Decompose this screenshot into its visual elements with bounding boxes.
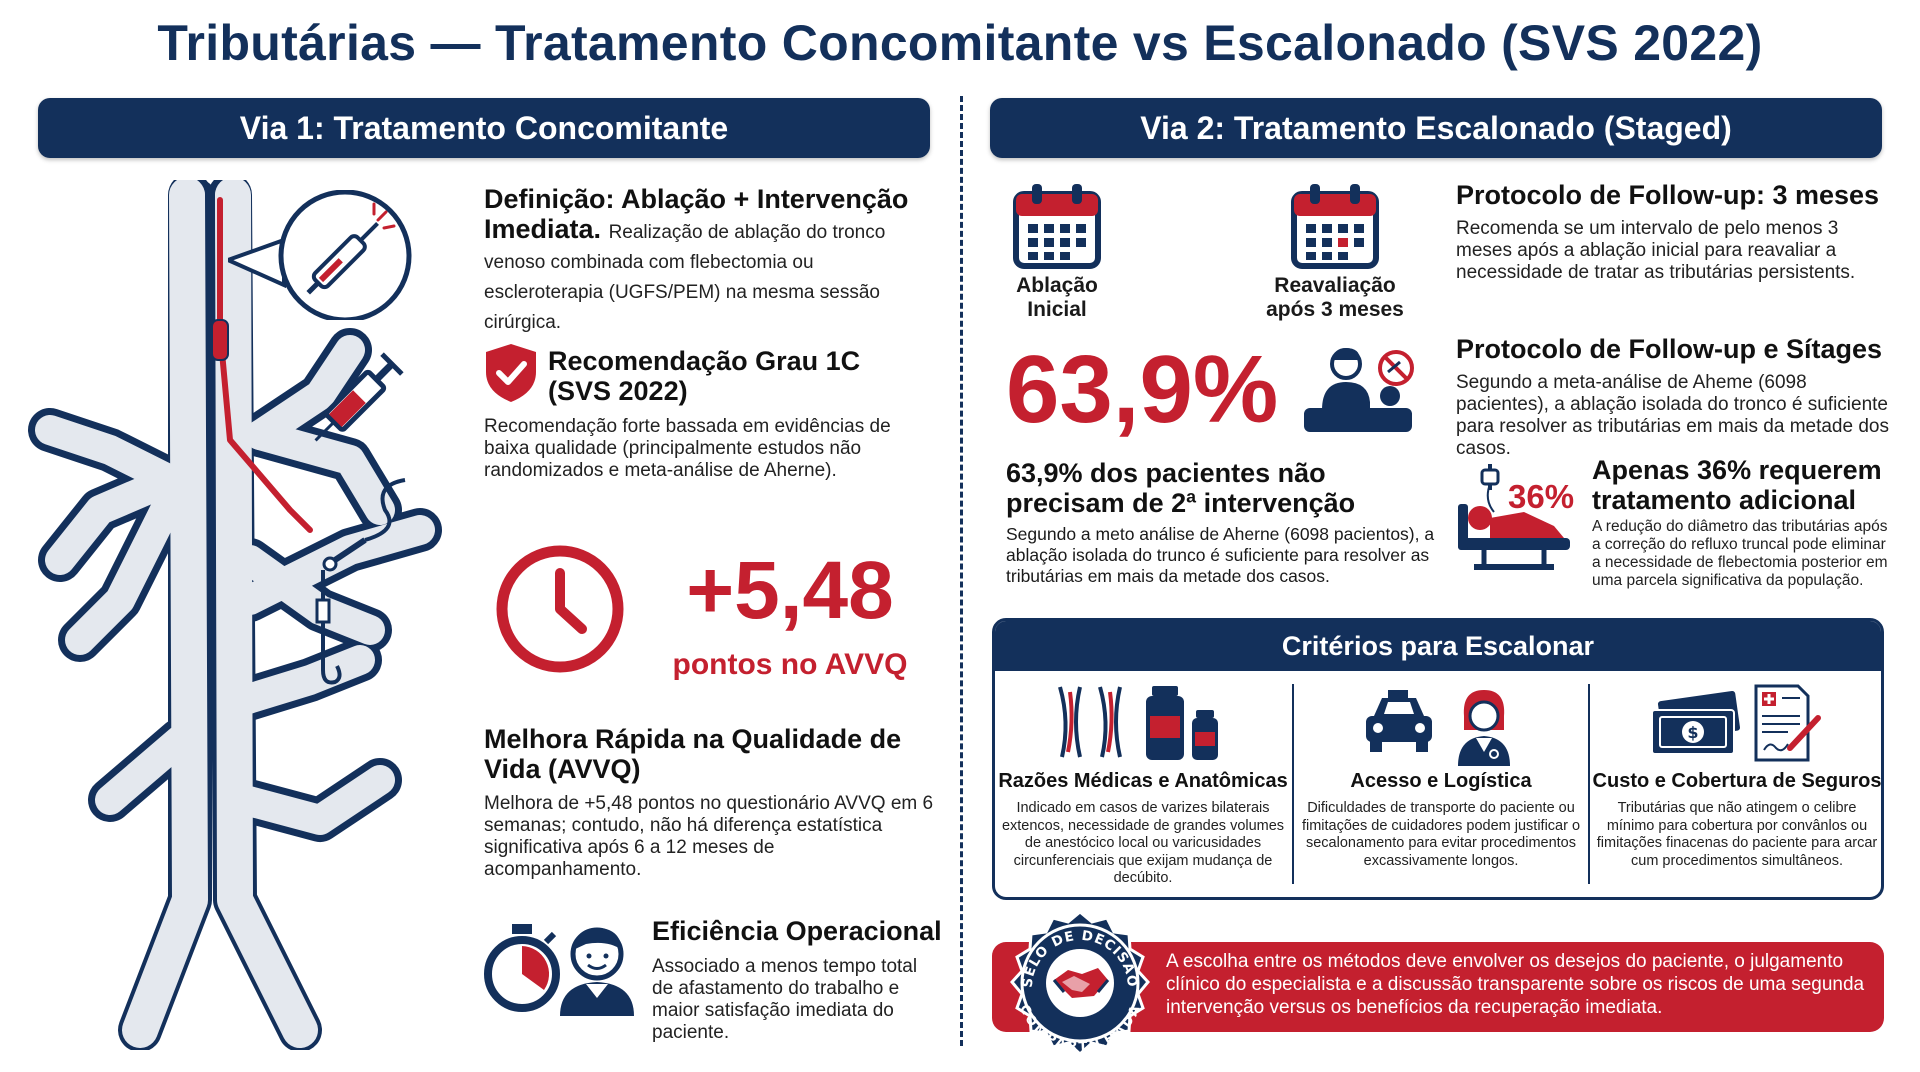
stat36-value: 36% <box>1508 478 1575 515</box>
stat36-heading: Apenas 36% requerem tratamento adicional <box>1592 455 1902 515</box>
patient-icon <box>560 927 634 1016</box>
calendar-icon <box>1291 184 1379 269</box>
needle-detail-icon <box>228 190 412 320</box>
document-icon <box>1754 684 1821 762</box>
stat36-text: A redução do diâmetro das tributárias ap… <box>1592 518 1888 589</box>
via2-banner: Via 2: Tratamento Escalonado (Staged) <box>990 98 1882 158</box>
veins-icon <box>1058 686 1122 758</box>
protocol1-heading: Protocolo de Follow-up: 3 meses <box>1456 180 1880 210</box>
criteria-divider <box>1292 684 1294 884</box>
quality-text: Melhora de +5,48 pontos no questionário … <box>484 793 934 880</box>
criteria-access-text: Dificuldades de transporte do paciente o… <box>1301 800 1581 869</box>
stat36-heading-line2: tratamento adicional <box>1592 485 1857 515</box>
hospital-bed-icon <box>1458 464 1570 570</box>
doctor-patient-icon <box>1304 348 1414 432</box>
calendar-icon <box>1013 184 1101 269</box>
medicine-bottles-icon <box>1146 686 1218 760</box>
via1-banner: Via 1: Tratamento Concomitante <box>38 98 930 158</box>
recommendation-heading-line2: (SVS 2022) <box>548 376 688 406</box>
criteria-box: Critérios para Escalonar <box>992 618 1884 900</box>
protocol1-text: Recomenda se um intervalo de pelo menos … <box>1456 218 1856 283</box>
calendar1-label-line1: Ablação <box>1016 274 1098 297</box>
protocol2-text: Segundo a meta-análise de Aheme (6098 pa… <box>1456 372 1889 459</box>
right-stat-text: Segundo a meto análise de Aherne (6098 p… <box>1006 524 1435 586</box>
criteria-cost-icons: $ <box>1651 684 1821 762</box>
svg-text:$: $ <box>1687 723 1698 742</box>
efficiency-heading: Eficiência Operacional <box>652 916 942 946</box>
stat36-heading-line1: Apenas 36% requerem <box>1592 455 1882 485</box>
right-stat-heading: 63,9% dos pacientes não precisam de 2ª i… <box>1006 458 1446 518</box>
criteria-access-icons <box>1366 690 1510 766</box>
calendar1-label-line2: Inicial <box>1027 298 1087 321</box>
right-stat-value: 63,9% <box>1006 336 1279 443</box>
recommendation-text: Recomendação forte bassada em evidências… <box>484 416 891 481</box>
recommendation-heading-line1: Recomendação Grau 1C <box>548 346 861 376</box>
criteria-banner: Critérios para Escalonar <box>995 621 1881 671</box>
criteria-cost-text: Tributárias que não atingem o celibre mí… <box>1596 800 1878 869</box>
criteria-cost-title: Custo e Cobertura de Seguros <box>1592 770 1882 792</box>
left-stat-value: +5,48 <box>686 545 894 636</box>
footer-text: A escolha entre os métodos deve envolver… <box>1166 951 1865 1018</box>
stopwatch-icon <box>484 924 560 1012</box>
right-stat-heading-line1: 63,9% dos pacientes não <box>1006 458 1326 488</box>
shared-decision-seal: SELO DE DECISÃO COMPARTILHADA <box>1010 910 1150 1057</box>
protocol2-heading: Protocolo de Follow-up e Sítages <box>1456 334 1883 364</box>
calendar1-label: Ablação Inicial <box>990 274 1124 322</box>
car-icon <box>1366 690 1432 752</box>
criteria-medical-text: Indicado em casos de varizes bilaterais … <box>1001 800 1285 886</box>
criteria-access-title: Acesso e Logística <box>1350 770 1532 792</box>
calendar2-label-line2: após 3 meses <box>1266 298 1404 321</box>
quality-heading: Melhora Rápida na Qualidade de Vida (AVV… <box>484 724 902 784</box>
left-stat-label: pontos no AVVQ <box>672 648 908 681</box>
nurse-icon <box>1458 690 1510 766</box>
calendar2-label: Reavaliação após 3 meses <box>1250 274 1420 322</box>
syringe-icon <box>314 352 404 442</box>
page-title: Tributárias — Tratamento Concomitante vs… <box>157 15 1763 71</box>
criteria-medical-icons <box>1058 686 1218 760</box>
criteria-medical-title: Razões Médicas e Anatômicas <box>998 770 1288 792</box>
money-icon: $ <box>1651 691 1741 755</box>
right-stat-heading-line2: precisam de 2ª intervenção <box>1006 488 1356 518</box>
definition-text: Realização de ablação do tronco venoso c… <box>484 222 886 333</box>
calendar2-label-line1: Reavaliação <box>1274 274 1396 297</box>
recommendation-heading: Recomendação Grau 1C (SVS 2022) <box>548 346 928 406</box>
definition-block: Definição: Ablação + Intervenção Imediat… <box>484 184 924 334</box>
criteria-divider <box>1588 684 1590 884</box>
shield-check-icon <box>486 344 536 402</box>
handshake-icon <box>1052 968 1110 998</box>
column-divider <box>960 96 963 1046</box>
clock-icon <box>496 545 624 673</box>
definition-heading: Definição: Ablação + Intervenção Imediat… <box>484 184 909 244</box>
hook-icon <box>315 478 406 685</box>
efficiency-text: Associado a menos tempo total de afastam… <box>652 956 918 1043</box>
